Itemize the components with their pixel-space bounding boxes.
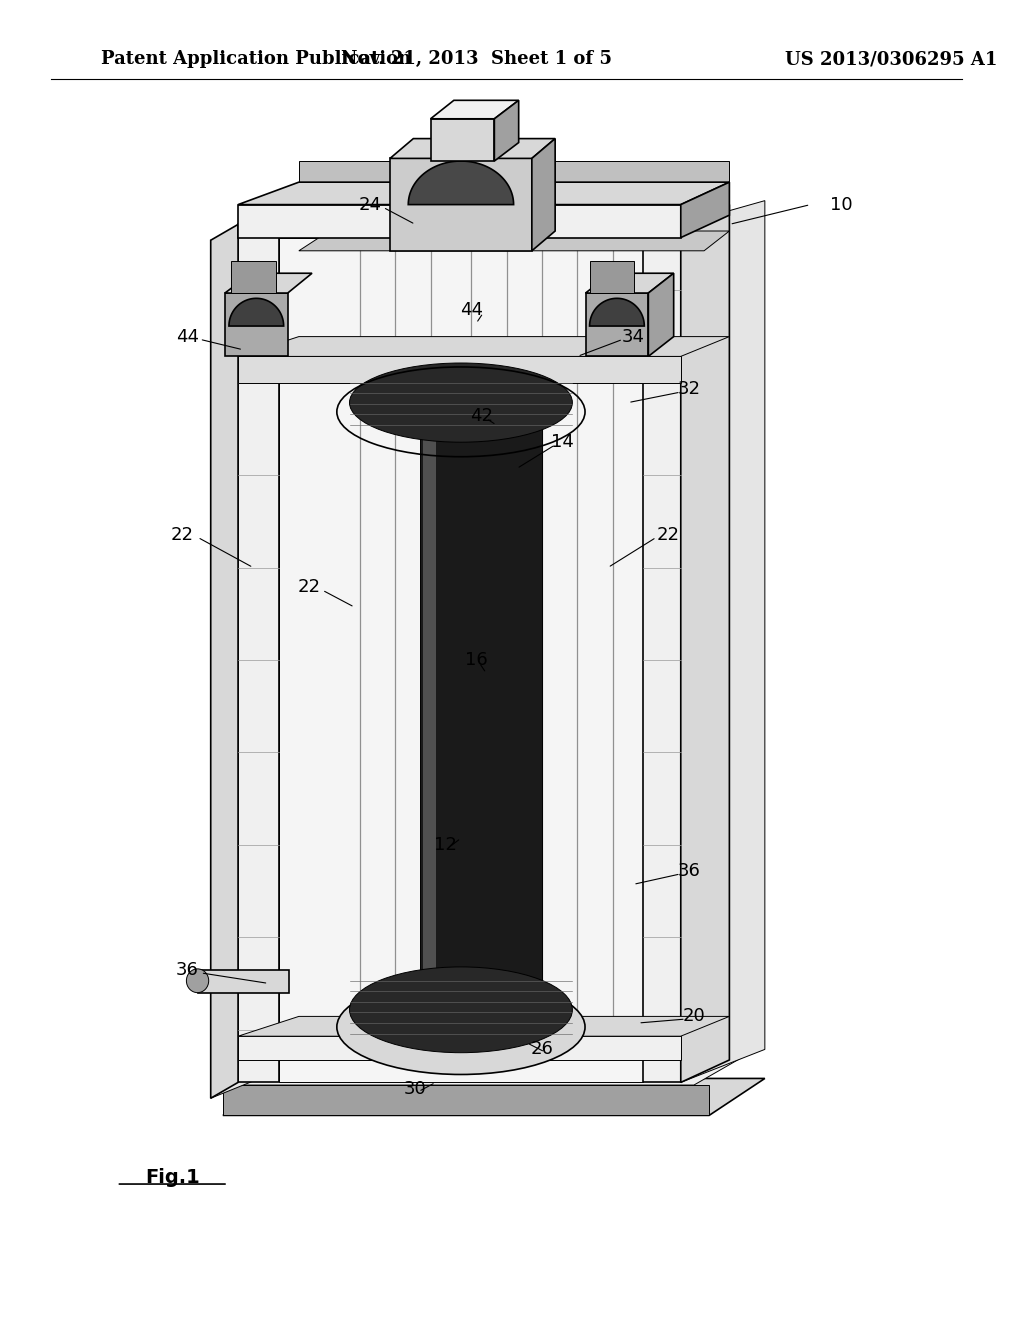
Polygon shape	[225, 293, 288, 356]
Text: 36: 36	[176, 961, 199, 979]
Text: US 2013/0306295 A1: US 2013/0306295 A1	[785, 50, 997, 69]
Polygon shape	[299, 231, 729, 251]
Polygon shape	[223, 1078, 765, 1115]
Polygon shape	[681, 205, 729, 1082]
Text: 36: 36	[678, 862, 700, 880]
Text: 16: 16	[465, 651, 487, 669]
Text: 42: 42	[470, 407, 493, 425]
Polygon shape	[279, 238, 643, 1082]
Ellipse shape	[186, 969, 209, 993]
Polygon shape	[238, 337, 729, 356]
Polygon shape	[586, 293, 648, 356]
Polygon shape	[643, 224, 681, 1082]
Polygon shape	[211, 224, 238, 1098]
Text: 24: 24	[358, 195, 381, 214]
Polygon shape	[229, 298, 284, 326]
Polygon shape	[531, 139, 555, 251]
Polygon shape	[198, 970, 289, 993]
Polygon shape	[238, 1036, 681, 1060]
Polygon shape	[299, 205, 330, 1063]
Text: Fig.1: Fig.1	[144, 1168, 200, 1187]
Ellipse shape	[349, 363, 572, 442]
Polygon shape	[211, 205, 299, 1098]
Ellipse shape	[349, 966, 572, 1053]
Polygon shape	[225, 273, 312, 293]
Polygon shape	[681, 201, 765, 1082]
Text: 14: 14	[551, 433, 573, 451]
Polygon shape	[390, 139, 555, 158]
Text: 12: 12	[434, 836, 457, 854]
Polygon shape	[430, 100, 519, 119]
Text: 32: 32	[677, 380, 700, 399]
Polygon shape	[590, 298, 644, 326]
Text: 10: 10	[829, 195, 852, 214]
Text: 44: 44	[176, 327, 199, 346]
Text: Patent Application Publication: Patent Application Publication	[101, 50, 412, 69]
Polygon shape	[238, 1056, 744, 1085]
Polygon shape	[430, 119, 495, 161]
Polygon shape	[409, 161, 514, 205]
Text: 20: 20	[683, 1007, 706, 1026]
Polygon shape	[390, 158, 531, 251]
Text: 34: 34	[622, 327, 645, 346]
Polygon shape	[238, 224, 279, 1082]
Text: 22: 22	[298, 578, 321, 597]
Polygon shape	[299, 161, 729, 182]
Polygon shape	[421, 376, 542, 1036]
Polygon shape	[238, 356, 681, 383]
Polygon shape	[223, 1085, 710, 1115]
Polygon shape	[238, 1016, 729, 1036]
Text: 22: 22	[657, 525, 680, 544]
Text: 22: 22	[171, 525, 194, 544]
Polygon shape	[648, 273, 674, 356]
Polygon shape	[495, 100, 519, 161]
Polygon shape	[238, 205, 681, 238]
Polygon shape	[705, 205, 729, 1060]
Text: 44: 44	[460, 301, 482, 319]
Text: 30: 30	[404, 1080, 427, 1098]
Polygon shape	[238, 182, 729, 205]
Polygon shape	[586, 273, 674, 293]
Ellipse shape	[337, 979, 585, 1074]
Text: Nov. 21, 2013  Sheet 1 of 5: Nov. 21, 2013 Sheet 1 of 5	[341, 50, 611, 69]
Polygon shape	[681, 182, 729, 238]
Polygon shape	[424, 376, 435, 1036]
Polygon shape	[590, 261, 634, 293]
Polygon shape	[231, 261, 275, 293]
Text: 26: 26	[530, 1040, 553, 1059]
